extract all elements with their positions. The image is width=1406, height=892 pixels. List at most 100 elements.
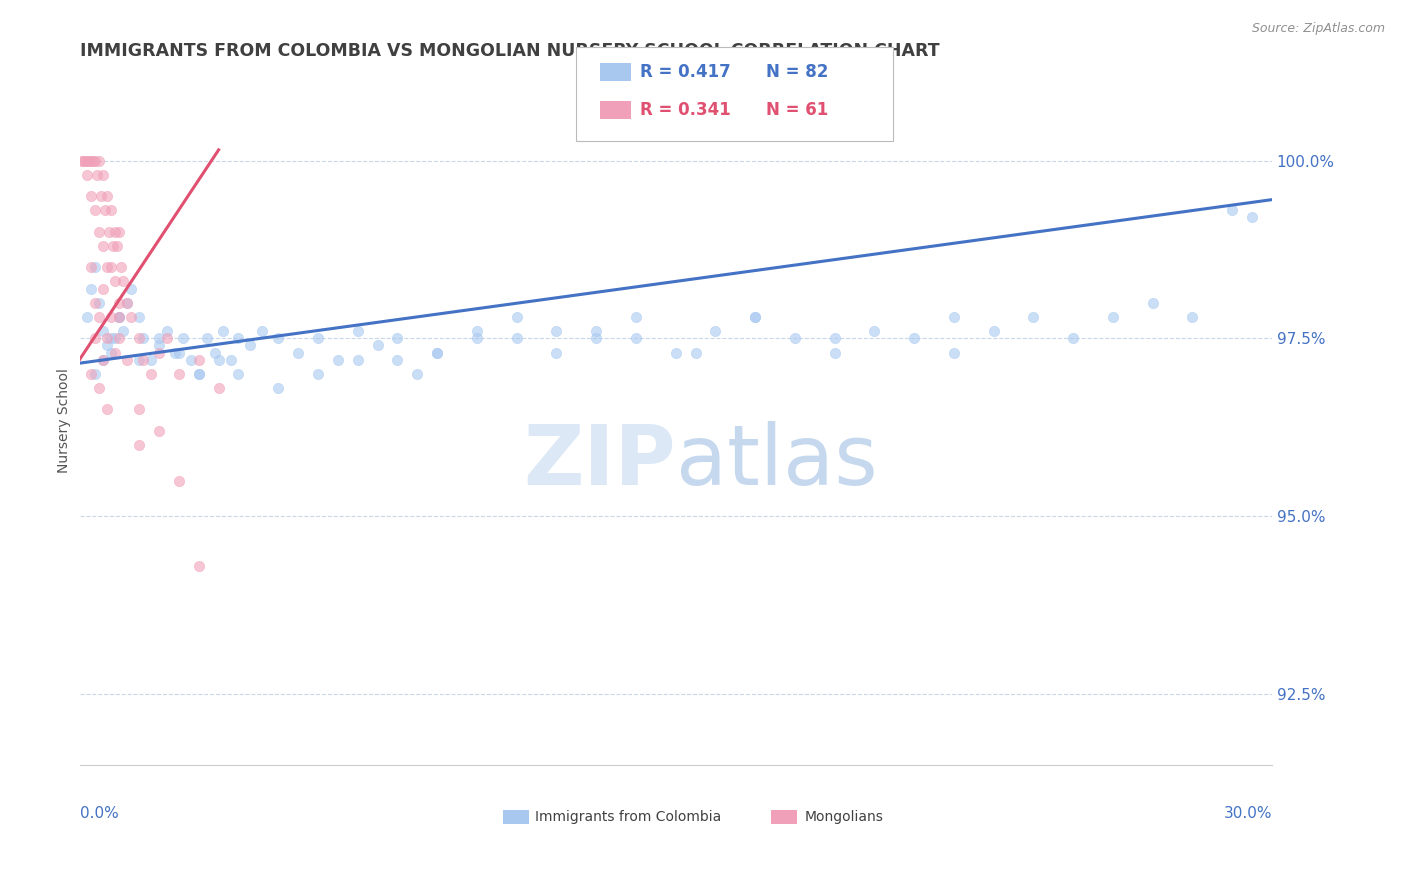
- Point: [1142, 295, 1164, 310]
- Point: [863, 324, 886, 338]
- Point: [108, 310, 131, 324]
- Point: [108, 225, 131, 239]
- Point: [1102, 310, 1125, 324]
- Point: [93, 324, 115, 338]
- Point: [903, 331, 925, 345]
- Point: [100, 260, 122, 275]
- Point: [108, 331, 131, 345]
- Point: [96, 402, 118, 417]
- Point: [665, 345, 688, 359]
- Point: [148, 338, 170, 352]
- Text: ZIP: ZIP: [523, 421, 676, 502]
- Point: [84, 295, 107, 310]
- Point: [167, 474, 190, 488]
- Point: [84, 367, 107, 381]
- Point: [465, 331, 488, 345]
- Point: [204, 345, 226, 359]
- Point: [546, 324, 568, 338]
- Point: [346, 324, 368, 338]
- Point: [187, 367, 209, 381]
- Point: [426, 345, 449, 359]
- Point: [94, 203, 117, 218]
- Point: [70, 153, 93, 168]
- Point: [89, 310, 111, 324]
- Point: [239, 338, 262, 352]
- Point: [76, 310, 98, 324]
- Point: [128, 310, 150, 324]
- Point: [704, 324, 727, 338]
- Text: N = 82: N = 82: [766, 63, 828, 81]
- Point: [148, 331, 170, 345]
- Point: [506, 331, 529, 345]
- Point: [207, 352, 229, 367]
- Text: Source: ZipAtlas.com: Source: ZipAtlas.com: [1251, 22, 1385, 36]
- Point: [406, 367, 429, 381]
- Point: [824, 345, 846, 359]
- Point: [128, 402, 150, 417]
- Point: [89, 295, 111, 310]
- Point: [426, 345, 449, 359]
- Text: N = 61: N = 61: [766, 101, 828, 119]
- Point: [104, 225, 127, 239]
- Point: [115, 295, 138, 310]
- Point: [89, 225, 111, 239]
- Point: [105, 239, 128, 253]
- Text: IMMIGRANTS FROM COLOMBIA VS MONGOLIAN NURSERY SCHOOL CORRELATION CHART: IMMIGRANTS FROM COLOMBIA VS MONGOLIAN NU…: [80, 42, 939, 60]
- Point: [100, 203, 122, 218]
- Text: R = 0.417: R = 0.417: [640, 63, 731, 81]
- Point: [104, 345, 127, 359]
- Text: 30.0%: 30.0%: [1223, 806, 1272, 822]
- Point: [506, 310, 529, 324]
- Text: Immigrants from Colombia: Immigrants from Colombia: [536, 810, 721, 823]
- Point: [128, 331, 150, 345]
- Text: R = 0.341: R = 0.341: [640, 101, 731, 119]
- Point: [132, 352, 155, 367]
- Point: [156, 331, 179, 345]
- Point: [84, 153, 107, 168]
- Point: [1220, 203, 1243, 218]
- Point: [167, 367, 190, 381]
- Point: [90, 189, 112, 203]
- Point: [80, 260, 103, 275]
- Point: [367, 338, 389, 352]
- Point: [84, 203, 107, 218]
- Point: [685, 345, 707, 359]
- Point: [387, 352, 409, 367]
- Point: [744, 310, 766, 324]
- Point: [84, 331, 107, 345]
- Point: [387, 331, 409, 345]
- Point: [120, 310, 142, 324]
- Bar: [770, 810, 797, 823]
- Point: [89, 381, 111, 395]
- Point: [228, 367, 250, 381]
- Point: [267, 381, 290, 395]
- Point: [86, 168, 108, 182]
- Point: [252, 324, 274, 338]
- Text: atlas: atlas: [676, 421, 877, 502]
- Point: [585, 331, 607, 345]
- Point: [187, 367, 209, 381]
- Point: [1181, 310, 1204, 324]
- Point: [163, 345, 186, 359]
- Point: [346, 352, 368, 367]
- Point: [783, 331, 806, 345]
- Point: [744, 310, 766, 324]
- Point: [624, 331, 647, 345]
- Point: [167, 345, 190, 359]
- Point: [1240, 211, 1263, 225]
- Point: [187, 558, 209, 573]
- Point: [93, 352, 115, 367]
- Point: [120, 281, 142, 295]
- Point: [75, 153, 97, 168]
- Point: [148, 345, 170, 359]
- Point: [80, 367, 103, 381]
- Point: [93, 352, 115, 367]
- Point: [100, 310, 122, 324]
- Point: [82, 153, 104, 168]
- Point: [80, 281, 103, 295]
- Point: [110, 260, 132, 275]
- Point: [100, 345, 122, 359]
- Point: [148, 424, 170, 438]
- Point: [84, 260, 107, 275]
- Point: [1062, 331, 1084, 345]
